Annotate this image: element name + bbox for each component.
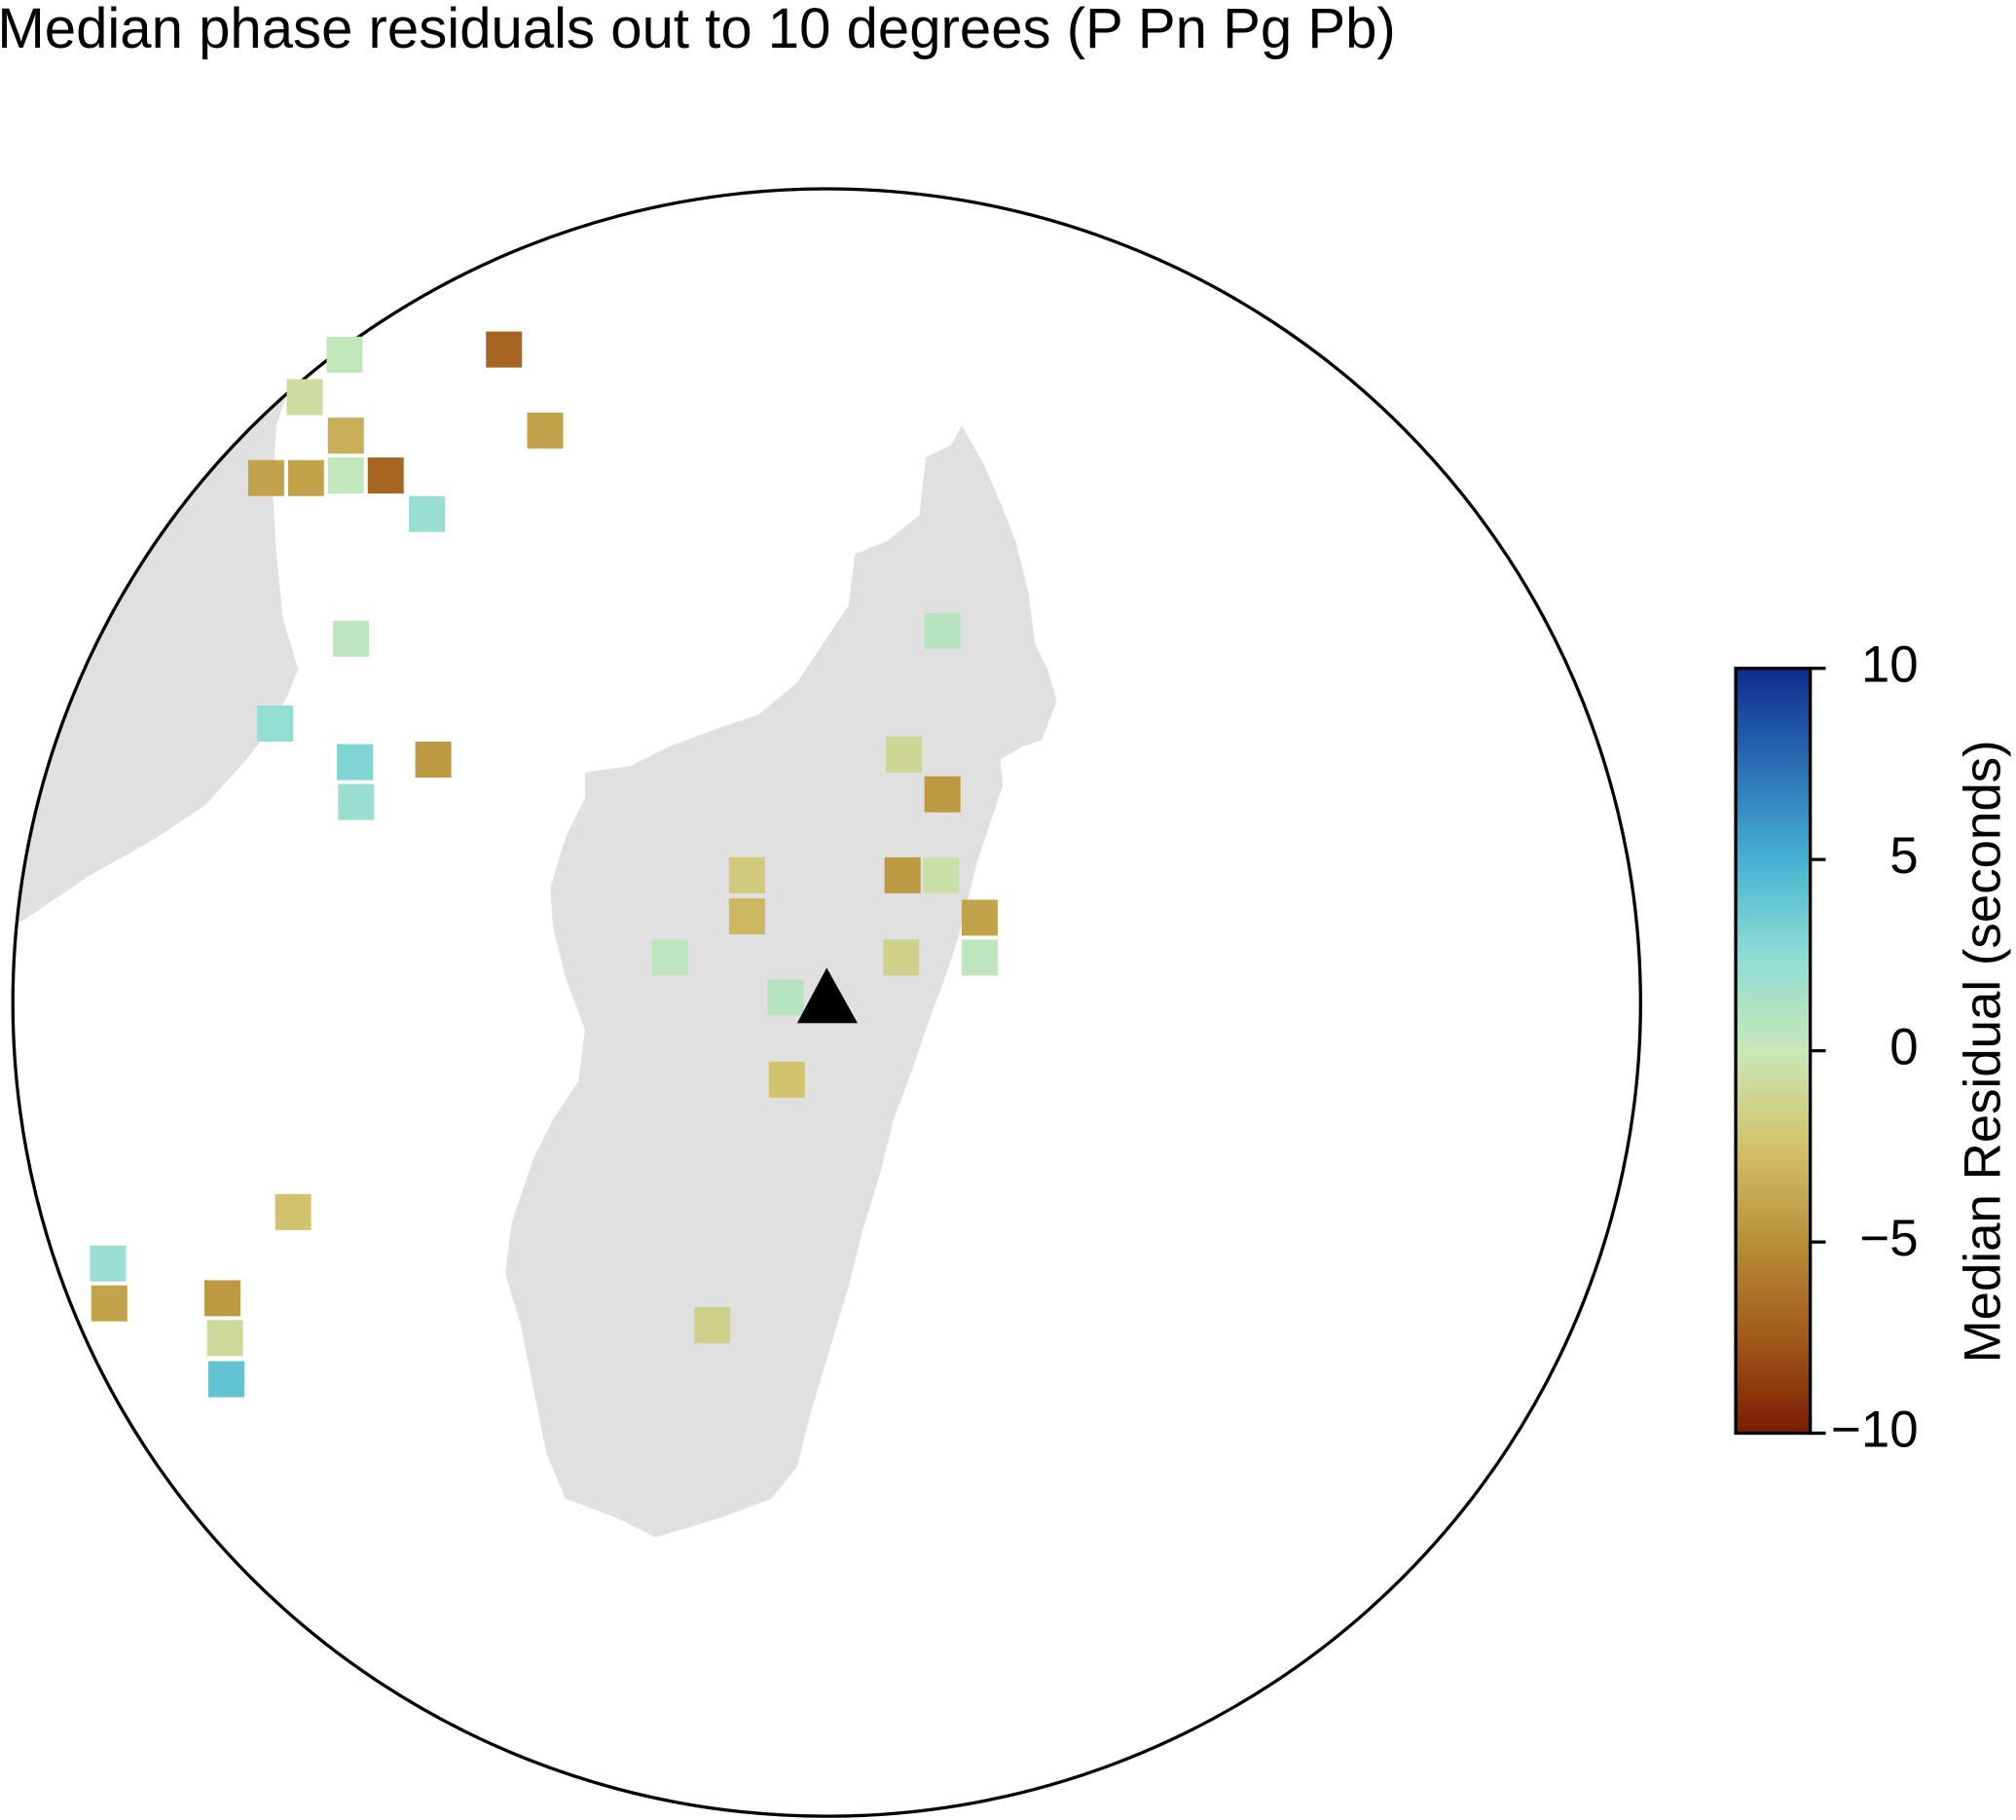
- colorbar: [1734, 667, 1813, 1436]
- station-residual: [326, 336, 363, 373]
- station-residual: [409, 495, 445, 532]
- station-residual: [287, 459, 324, 496]
- station-residual: [924, 612, 961, 649]
- station-residual: [767, 979, 804, 1016]
- station-residual: [728, 898, 765, 935]
- station-residual: [651, 939, 688, 976]
- station-residual: [694, 1307, 731, 1344]
- station-residual: [961, 899, 998, 936]
- station-residual: [367, 457, 404, 494]
- station-residual: [90, 1245, 127, 1282]
- station-residual: [275, 1193, 312, 1230]
- colorbar-tick-label: −10: [1831, 1401, 1919, 1459]
- station-residual: [257, 705, 294, 742]
- colorbar-tick-label: 10: [1861, 637, 1919, 694]
- station-residual: [207, 1361, 244, 1398]
- colorbar-tick-label: −5: [1859, 1210, 1918, 1267]
- station-residual: [415, 741, 452, 778]
- colorbar-tick-label: 5: [1889, 827, 1918, 885]
- station-residual: [768, 1061, 805, 1098]
- station-marker: [796, 967, 858, 1024]
- station-residual: [884, 856, 921, 893]
- station-residual: [338, 783, 375, 820]
- chart-title: Median phase residuals out to 10 degrees…: [0, 0, 1396, 60]
- map-frame: [11, 187, 1642, 1818]
- colorbar-tick-label: 0: [1889, 1019, 1918, 1076]
- station-residual: [923, 856, 960, 893]
- station-residual: [333, 620, 370, 657]
- station-residual: [327, 418, 364, 455]
- station-residual: [327, 457, 364, 494]
- colorbar-label: Median Residual (seconds): [1955, 740, 2012, 1363]
- station-residual: [883, 939, 920, 976]
- station-residual: [286, 379, 323, 416]
- station-residual: [886, 736, 923, 773]
- station-residual: [924, 776, 961, 813]
- station-residual: [337, 744, 374, 781]
- station-residual: [527, 412, 564, 449]
- station-residual: [961, 939, 998, 976]
- station-residual: [204, 1280, 240, 1317]
- station-residual: [91, 1285, 128, 1322]
- station-residual: [206, 1320, 243, 1357]
- station-residual: [247, 459, 284, 496]
- station-residual: [486, 331, 523, 368]
- station-residual: [728, 856, 765, 893]
